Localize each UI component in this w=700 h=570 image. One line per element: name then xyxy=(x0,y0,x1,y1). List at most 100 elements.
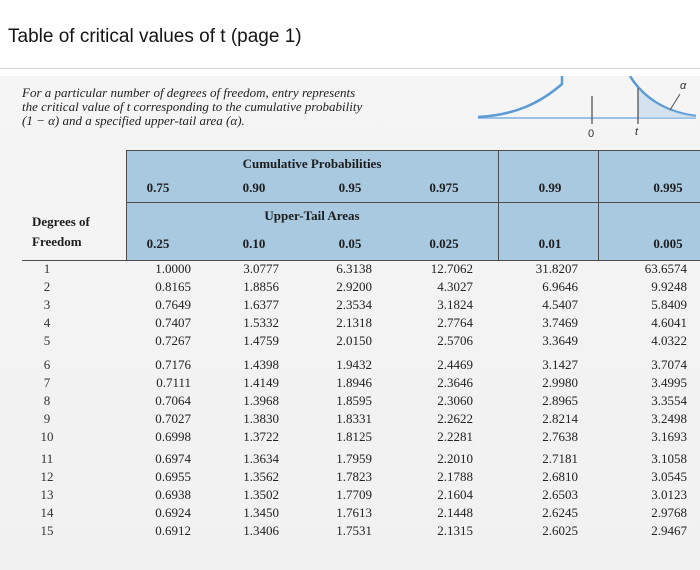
critical-value-cell: 2.7638 xyxy=(542,429,578,444)
t-distribution-figure: 0 t α xyxy=(474,75,700,144)
header-rule-bottom xyxy=(22,260,700,261)
critical-value-cell: 2.1788 xyxy=(437,469,473,484)
critical-value-cell: 3.1824 xyxy=(437,297,473,312)
df-label: 9 xyxy=(43,411,51,426)
critical-value-cell: 3.0777 xyxy=(243,261,279,276)
critical-value-cell: 2.2622 xyxy=(437,411,473,426)
critical-value-cell: 1.7613 xyxy=(336,505,372,520)
critical-value-cell: 3.7469 xyxy=(542,315,578,330)
critical-value-cell: 0.6955 xyxy=(155,469,191,484)
critical-value-cell: 0.7064 xyxy=(155,393,191,408)
critical-value-cell: 2.1448 xyxy=(437,505,473,520)
critical-value-cell: 2.3646 xyxy=(437,375,473,390)
critical-value-cell: 1.7709 xyxy=(336,487,372,502)
df-heading-line2: Freedom xyxy=(32,234,82,249)
critical-value-cell: 1.7823 xyxy=(336,469,372,484)
upper-tail-areas-heading: Upper-Tail Areas xyxy=(264,208,360,223)
critical-value-cell: 2.9200 xyxy=(336,279,372,294)
critical-value-cell: 3.1427 xyxy=(542,357,578,372)
critical-value-cell: 4.0322 xyxy=(651,333,687,348)
df-label: 14 xyxy=(40,505,54,520)
critical-value-cell: 1.7959 xyxy=(336,451,372,466)
critical-value-cell: 2.8965 xyxy=(542,393,578,408)
critical-value-cell: 0.6924 xyxy=(155,505,191,520)
critical-value-cell: 0.7027 xyxy=(155,411,191,426)
critical-value-cell: 1.4398 xyxy=(243,357,279,372)
critical-value-cell: 1.3502 xyxy=(243,487,279,502)
df-label: 6 xyxy=(43,357,51,372)
critical-value-cell: 2.1604 xyxy=(437,487,473,502)
critical-value-cell: 6.9646 xyxy=(542,279,578,294)
critical-value-cell: 1.8946 xyxy=(336,375,372,390)
df-label: 11 xyxy=(40,451,54,466)
title-divider xyxy=(0,68,700,69)
critical-value-cell: 0.7111 xyxy=(156,375,191,390)
critical-value-cell: 0.7649 xyxy=(155,297,191,312)
critical-value-cell: 12.7062 xyxy=(430,261,473,276)
critical-value-cell: 63.6574 xyxy=(644,261,687,276)
cumulative-prob-header: 0.90 xyxy=(242,180,266,195)
df-heading-line1: Degrees of xyxy=(32,214,90,229)
critical-value-cell: 4.5407 xyxy=(542,297,578,312)
critical-value-cell: 1.3450 xyxy=(243,505,279,520)
critical-value-cell: 2.5706 xyxy=(437,333,473,348)
description-line: For a particular number of degrees of fr… xyxy=(22,85,356,100)
table-description: For a particular number of degrees of fr… xyxy=(22,86,422,128)
df-label: 7 xyxy=(43,375,51,390)
header-divider-left xyxy=(126,150,127,260)
critical-value-cell: 0.6938 xyxy=(155,487,191,502)
cumulative-prob-header: 0.995 xyxy=(653,180,683,195)
df-label: 2 xyxy=(43,279,51,294)
critical-value-cell: 3.3649 xyxy=(542,333,578,348)
critical-value-cell: 0.7176 xyxy=(155,357,191,372)
cumulative-prob-header: 0.75 xyxy=(146,180,170,195)
critical-value-cell: 4.6041 xyxy=(651,315,687,330)
critical-value-cell: 1.3406 xyxy=(243,523,279,538)
critical-value-cell: 1.9432 xyxy=(336,357,372,372)
description-line: the critical value of t corresponding to… xyxy=(22,99,363,114)
t-distribution-curve-graphic xyxy=(477,75,697,124)
critical-value-cell: 2.0150 xyxy=(336,333,372,348)
critical-value-cell: 3.0123 xyxy=(651,487,687,502)
critical-value-cell: 1.8595 xyxy=(336,393,372,408)
critical-value-cell: 1.8125 xyxy=(336,429,372,444)
critical-value-cell: 2.7764 xyxy=(437,315,473,330)
critical-value-cell: 1.3722 xyxy=(243,429,279,444)
critical-value-cell: 0.7407 xyxy=(155,315,191,330)
page-title: Table of critical values of t (page 1) xyxy=(8,26,302,47)
critical-value-cell: 2.3534 xyxy=(336,297,372,312)
critical-value-cell: 1.4149 xyxy=(243,375,279,390)
upper-tail-header: 0.05 xyxy=(338,236,362,251)
critical-value-cell: 2.9768 xyxy=(651,505,687,520)
critical-value-cell: 2.9467 xyxy=(651,523,687,538)
critical-values-table: Cumulative Probabilities Upper-Tail Area… xyxy=(22,150,700,570)
critical-value-cell: 3.1058 xyxy=(651,451,687,466)
df-label: 3 xyxy=(43,297,51,312)
critical-value-cell: 31.8207 xyxy=(535,261,578,276)
critical-value-cell: 3.1693 xyxy=(651,429,687,444)
df-label: 8 xyxy=(43,393,51,408)
upper-tail-header: 0.01 xyxy=(538,236,562,251)
critical-value-cell: 1.3968 xyxy=(243,393,279,408)
critical-value-cell: 0.6974 xyxy=(155,451,191,466)
critical-value-cell: 1.3830 xyxy=(243,411,279,426)
critical-value-cell: 3.2498 xyxy=(651,411,687,426)
critical-value-cell: 1.4759 xyxy=(243,333,279,348)
critical-value-cell: 0.6998 xyxy=(155,429,191,444)
t-label: t xyxy=(635,126,639,138)
critical-value-cell: 6.3138 xyxy=(336,261,372,276)
upper-tail-header: 0.10 xyxy=(242,236,266,251)
critical-value-cell: 9.9248 xyxy=(651,279,687,294)
critical-value-cell: 3.0545 xyxy=(651,469,687,484)
cumulative-prob-header: 0.99 xyxy=(538,180,562,195)
df-label: 13 xyxy=(40,487,54,502)
critical-value-cell: 0.8165 xyxy=(155,279,191,294)
upper-tail-header: 0.025 xyxy=(429,236,459,251)
cumulative-prob-header: 0.975 xyxy=(429,180,459,195)
critical-value-cell: 3.4995 xyxy=(651,375,687,390)
critical-value-cell: 0.7267 xyxy=(155,333,191,348)
header-rule-top xyxy=(126,150,700,151)
critical-value-cell: 2.6503 xyxy=(542,487,578,502)
table-header-band xyxy=(126,150,700,260)
critical-value-cell: 2.8214 xyxy=(542,411,578,426)
